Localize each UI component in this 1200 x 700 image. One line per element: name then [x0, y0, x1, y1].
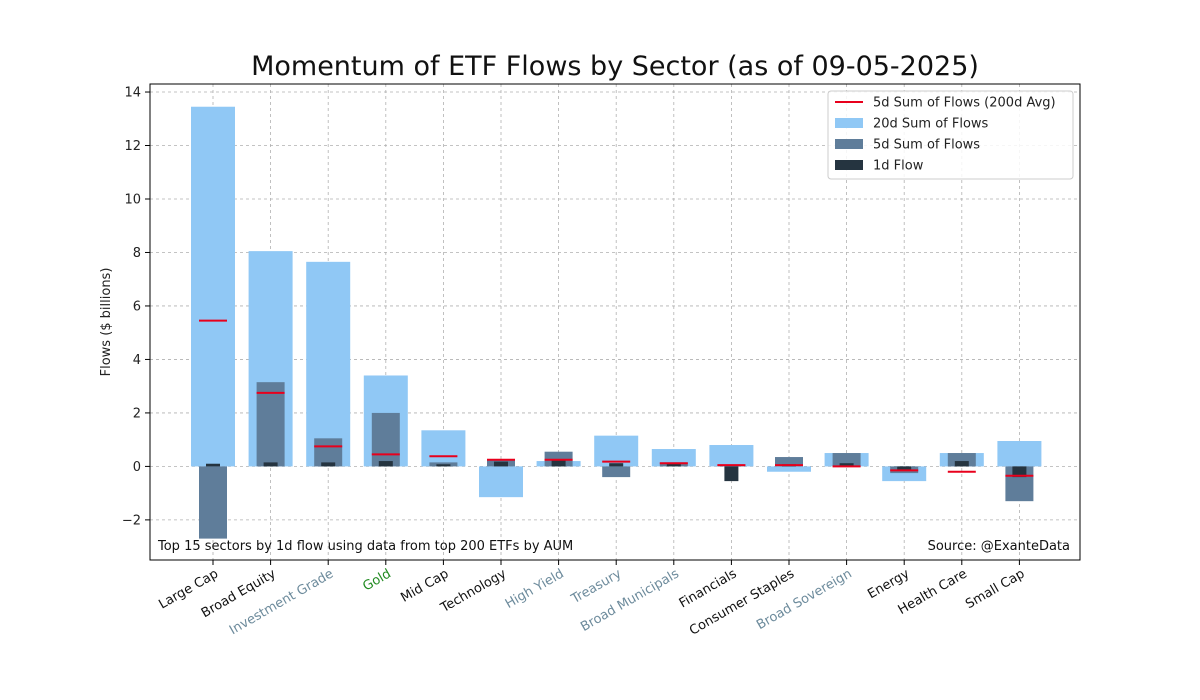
y-axis: −2 0 2 4 6 8 10 12 14 [122, 86, 150, 528]
legend-label: 20d Sum of Flows [873, 117, 989, 132]
y-tick-label: 2 [133, 406, 141, 421]
bar-1d-flow [897, 466, 912, 471]
bar-5d-sum-of-flows [371, 412, 400, 467]
y-tick-label: 10 [124, 192, 141, 207]
legend: 5d Sum of Flows (200d Avg) 20d Sum of Flo… [827, 90, 1074, 180]
bar-5d-sum-of-flows [199, 466, 227, 539]
y-tick-label: 6 [133, 299, 141, 314]
bar-20d-sum-of-flows [191, 106, 235, 467]
bar-1d-flow [954, 461, 969, 467]
y-axis-label: Flows ($ billions) [99, 268, 114, 377]
bar-1d-flow [263, 462, 278, 467]
legend-swatch [835, 160, 863, 170]
bar-1d-flow [321, 462, 336, 467]
bar-1d-flow [1012, 466, 1027, 478]
footnote-right: Source: @ExanteData [928, 539, 1070, 554]
plot-frame [149, 83, 1081, 561]
y-tick-label: 4 [133, 353, 141, 368]
bar-5d-sum-of-flows [832, 453, 861, 467]
bar-1d-flow [206, 463, 220, 467]
bar-20d-sum-of-flows [767, 466, 811, 472]
bar-20d-sum-of-flows [997, 441, 1042, 467]
y-tick-label: 12 [124, 139, 141, 154]
bar-5d-sum-of-flows [314, 438, 343, 467]
bar-20d-sum-of-flows [479, 466, 523, 498]
bar-1d-flow [378, 461, 393, 467]
legend-label: 5d Sum of Flows [873, 138, 980, 153]
bar-5d-sum-of-flows [256, 382, 285, 467]
bar-1d-flow [724, 466, 739, 482]
bar-20d-sum-of-flows [306, 261, 351, 467]
bar-20d-sum-of-flows [709, 445, 754, 467]
bar-5d-sum-of-flows [602, 466, 631, 478]
y-tick-label: 8 [133, 246, 141, 261]
y-tick-label: 0 [133, 460, 141, 475]
bar-1d-flow [436, 464, 451, 467]
bar-1d-flow [609, 463, 624, 467]
legend-box [827, 90, 1074, 180]
bars-layer [191, 106, 1042, 539]
chart-title: Momentum of ETF Flows by Sector (as of 0… [251, 51, 979, 82]
bar-1d-flow [494, 461, 508, 467]
legend-label: 1d Flow [873, 159, 924, 174]
bar-1d-flow [839, 463, 854, 467]
bar-1d-flow [666, 463, 681, 467]
legend-swatch [835, 139, 863, 149]
bar-1d-flow [551, 459, 566, 467]
footnote-left: Top 15 sectors by 1d flow using data fro… [157, 539, 573, 554]
bar-20d-sum-of-flows [421, 430, 466, 467]
bar-5d-sum-of-flows [775, 457, 803, 467]
legend-label: 5d Sum of Flows (200d Avg) [873, 96, 1056, 111]
bar-20d-sum-of-flows [651, 449, 696, 467]
y-tick-label: −2 [122, 513, 141, 528]
y-tick-label: 14 [124, 86, 141, 101]
legend-swatch [835, 118, 863, 128]
